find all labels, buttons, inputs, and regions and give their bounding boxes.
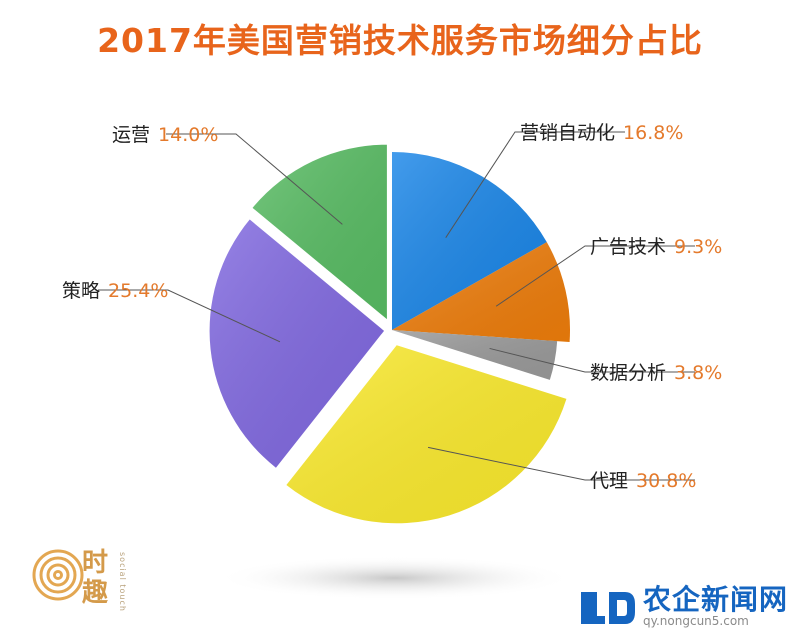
- slice-label: 代理 30.8%: [590, 466, 696, 493]
- slice-label-name: 广告技术: [590, 236, 667, 258]
- brand-logo-icon: [32, 549, 84, 601]
- leader-line: [98, 289, 281, 343]
- pie-slice-sheen: [392, 242, 570, 343]
- pie-slice-sheen: [252, 144, 387, 320]
- pie-slice-sheen: [392, 152, 547, 330]
- slice-label: 营销自动化 16.8%: [520, 118, 683, 145]
- leader-line: [166, 133, 343, 225]
- slice-label: 数据分析 3.8%: [590, 358, 722, 385]
- brand-name: 时趣: [82, 548, 109, 608]
- slice-label-name: 营销自动化: [520, 122, 616, 144]
- chart-title: 2017年美国营销技术服务市场细分占比: [97, 21, 703, 60]
- slice-label-value: 3.8%: [674, 362, 723, 384]
- slice-label: 策略 25.4%: [62, 276, 168, 303]
- leader-line: [445, 131, 625, 238]
- leader-line: [495, 245, 695, 307]
- slice-label-value: 9.3%: [674, 236, 723, 258]
- watermark-logo-icon: [580, 592, 635, 624]
- pie-slice-sheen: [286, 345, 567, 524]
- slice-label-value: 30.8%: [636, 470, 697, 492]
- pie-shadow: [215, 556, 575, 600]
- pie-slice-sheen: [209, 219, 385, 468]
- watermark-text: 农企新闻网: [642, 583, 788, 616]
- slice-label-name: 运营: [112, 124, 151, 146]
- slice-label-value: 25.4%: [108, 280, 169, 302]
- slice-label-name: 代理: [590, 470, 629, 492]
- leader-line: [427, 446, 695, 481]
- leader-line: [489, 347, 695, 373]
- watermark-url: qy.nongcun5.com: [642, 614, 749, 628]
- slice-label-name: 策略: [62, 280, 101, 302]
- brand-subtitle: social touch: [118, 552, 127, 612]
- slice-label-value: 14.0%: [158, 124, 219, 146]
- slice-label: 运营 14.0%: [112, 120, 218, 147]
- slice-label-value: 16.8%: [623, 122, 684, 144]
- pie-slice-sheen: [392, 330, 558, 380]
- watermark: 农企新闻网 qy.nongcun5.com: [577, 586, 788, 628]
- slice-label-name: 数据分析: [590, 362, 667, 384]
- slice-label: 广告技术 9.3%: [590, 232, 722, 259]
